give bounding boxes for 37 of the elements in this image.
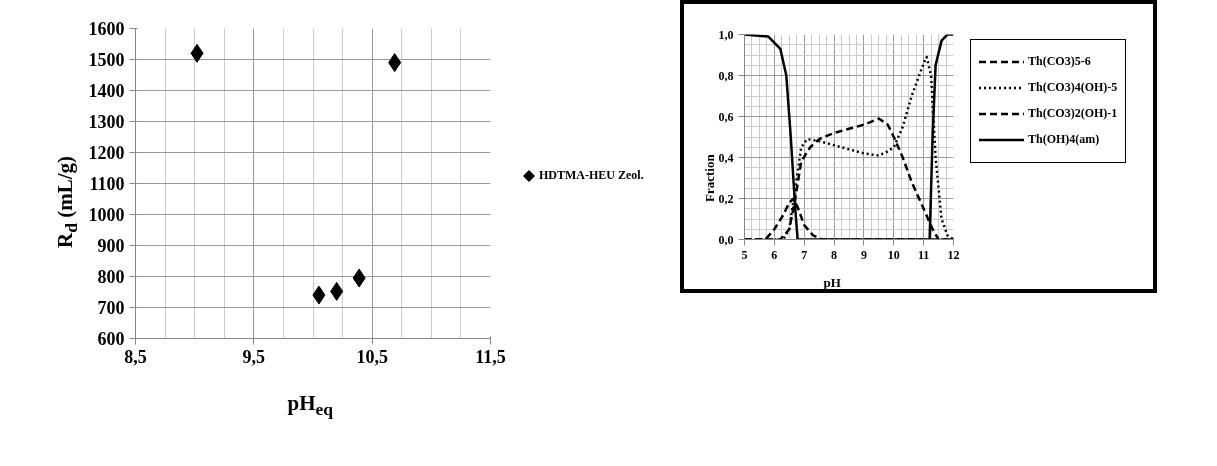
y-tick-label: 1400 bbox=[88, 81, 125, 101]
x-tick-label: 11 bbox=[917, 247, 930, 262]
x-tick-label: 8,5 bbox=[124, 346, 147, 367]
legend-label: Th(CO3)2(OH)-1 bbox=[1028, 105, 1118, 123]
y-tick-label: 1200 bbox=[88, 143, 125, 163]
x-tick-label: 10,5 bbox=[356, 346, 388, 367]
y-tick-label: 1600 bbox=[88, 19, 125, 39]
y-tick-label: 1500 bbox=[88, 50, 125, 70]
y-tick-label: 1300 bbox=[88, 112, 125, 132]
x-tick-label: 9,5 bbox=[242, 346, 266, 367]
x-tick-label: 6 bbox=[771, 247, 778, 262]
y-tick-label: 1000 bbox=[88, 205, 125, 225]
y-tick-label: 0,8 bbox=[718, 68, 734, 83]
x-tick-label: 8 bbox=[831, 247, 838, 262]
x-tick-label: 11,5 bbox=[475, 346, 506, 367]
x-tick-label: 5 bbox=[741, 247, 748, 262]
y-tick-label: 0,0 bbox=[718, 232, 734, 247]
y-tick-label: 700 bbox=[97, 298, 125, 318]
legend-label: Th(OH)4(am) bbox=[1028, 131, 1100, 149]
y-tick-label: 0,2 bbox=[718, 191, 734, 206]
x-axis-title: pH$_{eq}$ bbox=[287, 390, 334, 422]
x-tick-label: 9 bbox=[860, 247, 867, 262]
legend-label: HDTMA-HEU Zeol. bbox=[539, 167, 644, 184]
x-tick-label: 12 bbox=[947, 247, 960, 262]
x-tick-label: 10 bbox=[887, 247, 900, 262]
y-tick-label: 600 bbox=[97, 329, 125, 349]
y-tick-label: 1,0 bbox=[718, 27, 734, 42]
y-tick-label: 0,6 bbox=[718, 109, 734, 124]
x-tick-label: 7 bbox=[801, 247, 808, 262]
y-tick-label: 800 bbox=[97, 267, 125, 287]
legend-label: Th(CO3)4(OH)-5 bbox=[1028, 79, 1118, 97]
legend-label: Th(CO3)5-6 bbox=[1028, 53, 1091, 70]
x-axis-title: pH bbox=[823, 274, 841, 292]
y-tick-label: 900 bbox=[97, 236, 125, 256]
y-axis-title: Fraction bbox=[701, 153, 718, 202]
y-tick-label: 0,4 bbox=[718, 150, 734, 165]
y-tick-label: 1100 bbox=[89, 174, 125, 194]
